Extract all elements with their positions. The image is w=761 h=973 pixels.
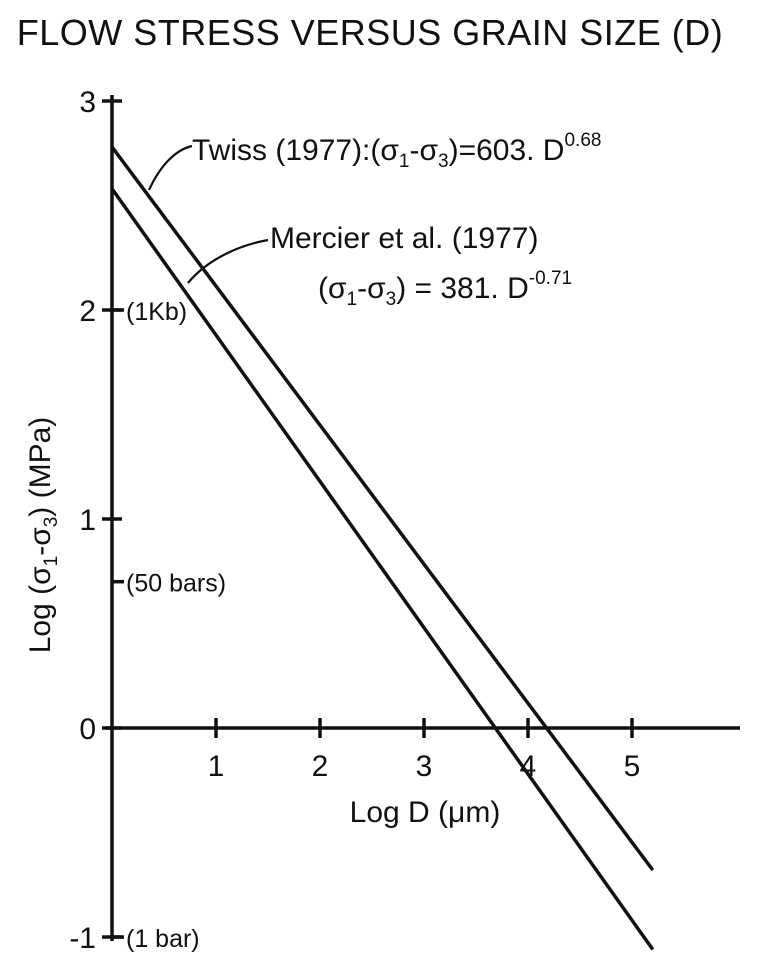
y-tick-label: 1	[79, 504, 96, 537]
tick-marks: -1 0 1 2 3 1 2 3 4 5 (1Kb) (50 bars) (1 bar)	[69, 86, 640, 955]
y-axis-label-post: ) (MPa)	[24, 417, 57, 517]
twiss-lhs: (σ	[370, 134, 399, 167]
y-tick-label: 2	[79, 295, 96, 328]
twiss-leader	[148, 144, 193, 191]
twiss-sup: 0.68	[564, 130, 601, 151]
twiss-mid: -σ	[409, 134, 438, 167]
twiss-sub3: 3	[438, 151, 449, 172]
x-tick-label: 2	[312, 750, 329, 783]
y-axis-label-sub1: 1	[41, 556, 62, 567]
series-line-twiss	[110, 145, 655, 872]
mercier-name: Mercier et al. (1977)	[270, 222, 538, 255]
y-axis-label: Log (σ1-σ3) (MPa)	[24, 417, 62, 654]
y-annotation-label: (1Kb)	[126, 298, 187, 326]
y-axis-label-pre: Log (σ	[24, 566, 57, 653]
x-tick-label: 4	[520, 750, 537, 783]
series-lines	[110, 145, 655, 951]
twiss-rhs: )=603. D	[449, 134, 565, 167]
mercier-sup: -0.71	[529, 268, 572, 289]
mercier-lhs: (σ	[318, 272, 347, 305]
x-axis-label: Log D (μm)	[350, 796, 501, 829]
y-tick-label: 0	[79, 713, 96, 746]
y-tick-label: -1	[69, 922, 96, 955]
mercier-leader	[187, 238, 269, 284]
mercier-rhs: ) = 381. D	[396, 272, 529, 305]
mercier-equation: (σ1-σ3) = 381. D-0.71	[318, 268, 572, 310]
chart-title: FLOW STRESS VERSUS GRAIN SIZE (D)	[17, 12, 724, 53]
y-annotation-label: (1 bar)	[126, 925, 200, 953]
mercier-mid: -σ	[357, 272, 386, 305]
twiss-annotation: Twiss (1977):(σ1-σ3)=603. D0.68	[192, 130, 601, 172]
mercier-sub1: 1	[347, 289, 358, 310]
twiss-sub1: 1	[399, 151, 410, 172]
y-tick-label: 3	[79, 86, 96, 119]
x-tick-label: 3	[416, 750, 433, 783]
series-line-mercier	[110, 187, 655, 951]
x-tick-label: 1	[208, 750, 225, 783]
twiss-name: Twiss (1977):	[192, 134, 370, 167]
mercier-sub3: 3	[386, 289, 397, 310]
x-tick-label: 5	[624, 750, 641, 783]
y-axis-label-sub3: 3	[41, 517, 62, 528]
y-annotation-label: (50 bars)	[126, 570, 226, 598]
y-axis-label-mid: -σ	[24, 527, 57, 556]
